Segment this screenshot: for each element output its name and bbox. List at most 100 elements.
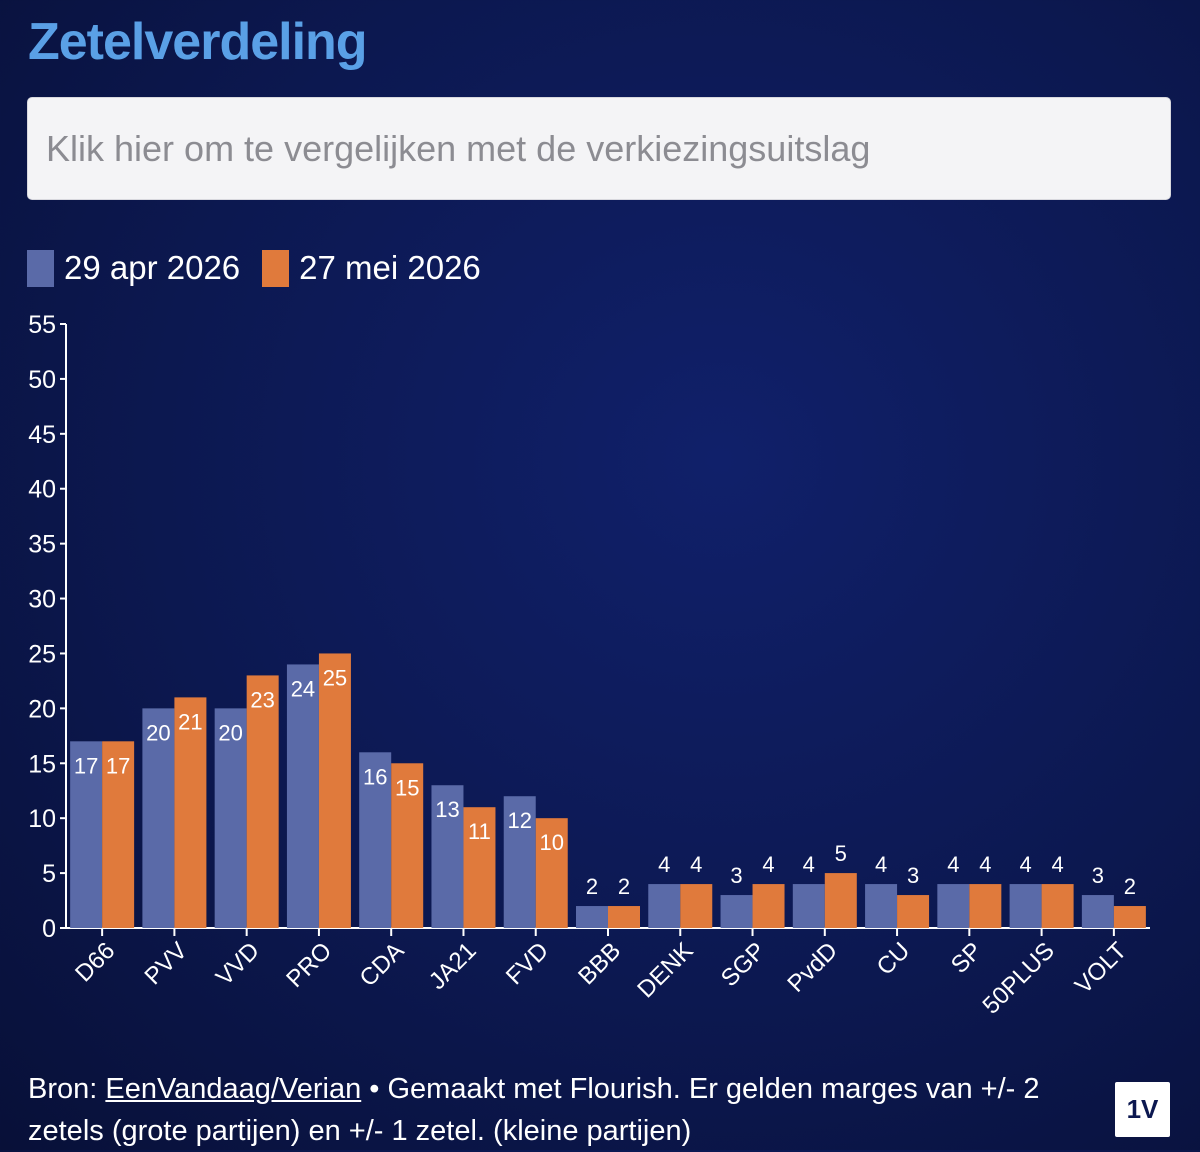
bar-volt-series-1 xyxy=(1081,895,1114,928)
x-tick-label-sgp: SGP xyxy=(716,937,771,992)
data-label: 4 xyxy=(1051,852,1063,877)
data-label: 17 xyxy=(74,753,98,778)
legend-item-series-1[interactable]: 29 apr 2026 xyxy=(27,249,240,287)
footer-text: • Gemaakt met Flourish. Er gelden marges… xyxy=(28,1073,1040,1147)
bar-pro-series-1 xyxy=(286,664,319,928)
bar-d66-series-2 xyxy=(102,741,135,928)
bar-ja21-series-2 xyxy=(463,807,496,928)
bar-cu-series-1 xyxy=(865,884,898,928)
x-tick-label-cu: CU xyxy=(872,937,916,981)
bar-bbb-series-1 xyxy=(576,906,608,928)
data-label: 10 xyxy=(539,830,563,855)
eenvandaag-logo: 1V xyxy=(1115,1082,1170,1137)
x-tick-label-ja21: JA21 xyxy=(424,937,482,995)
data-label: 2 xyxy=(1124,874,1136,899)
footer-prefix: Bron: xyxy=(28,1073,106,1105)
data-label: 4 xyxy=(658,852,670,877)
bar-ja21-series-1 xyxy=(431,785,464,928)
source-link[interactable]: EenVandaag/Verian xyxy=(105,1073,362,1105)
y-tick-label: 25 xyxy=(28,640,56,668)
bar-cda-series-1 xyxy=(359,752,392,928)
data-label: 4 xyxy=(762,852,774,877)
x-tick-label-fvd: FVD xyxy=(501,937,554,990)
data-label: 4 xyxy=(875,852,887,877)
bar-vvd-series-2 xyxy=(246,675,279,928)
bar-sp-series-1 xyxy=(937,884,970,928)
y-tick-label: 30 xyxy=(28,586,56,614)
data-label: 4 xyxy=(947,852,959,877)
bar-pvv-series-2 xyxy=(174,697,207,928)
x-tick-label-50plus: 50PLUS xyxy=(978,937,1060,1019)
bar-pro-series-2 xyxy=(318,653,351,928)
x-tick-label-volt: VOLT xyxy=(1070,937,1132,999)
bar-volt-series-2 xyxy=(1113,906,1146,928)
bar-sgp-series-1 xyxy=(720,895,753,928)
bar-pvv-series-1 xyxy=(142,708,175,928)
legend-swatch-series-2 xyxy=(262,249,290,287)
legend-label-series-1: 29 apr 2026 xyxy=(64,249,241,286)
data-label: 20 xyxy=(218,720,242,745)
y-tick-label: 50 xyxy=(28,366,56,394)
footer-note: Bron: EenVandaag/Verian • Gemaakt met Fl… xyxy=(28,1068,1088,1152)
data-label: 13 xyxy=(435,797,459,822)
bar-sp-series-2 xyxy=(969,884,1002,928)
bar-pvdd-series-2 xyxy=(824,873,857,928)
bar-fvd-series-1 xyxy=(503,796,536,928)
bar-bbb-series-2 xyxy=(608,906,640,928)
x-tick-label-denk: DENK xyxy=(632,937,698,1003)
bar-fvd-series-2 xyxy=(535,818,568,928)
data-label: 23 xyxy=(250,687,274,712)
x-tick-label-d66: D66 xyxy=(70,937,120,987)
x-tick-label-pvdd: PvdD xyxy=(782,937,843,998)
data-label: 4 xyxy=(690,852,702,877)
y-tick-label: 10 xyxy=(28,805,56,833)
x-tick-label-vvd: VVD xyxy=(211,937,265,991)
data-label: 15 xyxy=(395,775,419,800)
page-title: Zetelverdeling xyxy=(28,13,368,71)
data-label: 5 xyxy=(835,841,847,866)
y-tick-label: 45 xyxy=(28,421,56,449)
y-tick-label: 5 xyxy=(42,860,56,888)
bar-denk-series-2 xyxy=(680,884,713,928)
legend-item-series-2[interactable]: 27 mei 2026 xyxy=(262,249,481,287)
legend-label-series-2: 27 mei 2026 xyxy=(299,249,481,286)
bar-cda-series-2 xyxy=(391,763,424,928)
data-label: 4 xyxy=(979,852,991,877)
x-tick-label-pvv: PVV xyxy=(140,937,193,990)
bar-vvd-series-1 xyxy=(214,708,247,928)
y-tick-label: 55 xyxy=(28,311,56,339)
y-tick-label: 15 xyxy=(28,750,56,778)
y-tick-label: 0 xyxy=(42,915,56,943)
x-tick-label-sp: SP xyxy=(946,937,988,979)
legend-swatch-series-1 xyxy=(27,249,54,287)
y-tick-label: 35 xyxy=(28,531,56,559)
x-tick-label-bbb: BBB xyxy=(573,937,626,990)
x-tick-label-pro: PRO xyxy=(281,937,337,993)
data-label: 24 xyxy=(291,676,315,701)
data-label: 25 xyxy=(323,665,347,690)
compare-input[interactable] xyxy=(27,97,1171,200)
y-tick-label: 40 xyxy=(28,476,56,504)
bar-sgp-series-2 xyxy=(752,884,785,928)
data-label: 3 xyxy=(1092,863,1104,888)
data-label: 16 xyxy=(363,764,387,789)
bar-50plus-series-1 xyxy=(1009,884,1042,928)
bar-d66-series-1 xyxy=(70,741,103,928)
data-label: 11 xyxy=(468,819,491,844)
data-label: 21 xyxy=(178,709,202,734)
data-label: 17 xyxy=(106,753,130,778)
data-label: 20 xyxy=(146,720,170,745)
bar-denk-series-1 xyxy=(648,884,681,928)
x-tick-label-cda: CDA xyxy=(355,937,410,992)
bar-pvdd-series-1 xyxy=(792,884,825,928)
data-label: 3 xyxy=(907,863,919,888)
bar-50plus-series-2 xyxy=(1041,884,1074,928)
data-label: 4 xyxy=(1019,852,1031,877)
y-tick-label: 20 xyxy=(28,695,56,723)
bar-cu-series-2 xyxy=(897,895,930,928)
data-label: 12 xyxy=(507,808,531,833)
chart-legend: 29 apr 2026 27 mei 2026 xyxy=(27,248,503,288)
data-label: 2 xyxy=(586,874,598,899)
data-label: 4 xyxy=(803,852,815,877)
